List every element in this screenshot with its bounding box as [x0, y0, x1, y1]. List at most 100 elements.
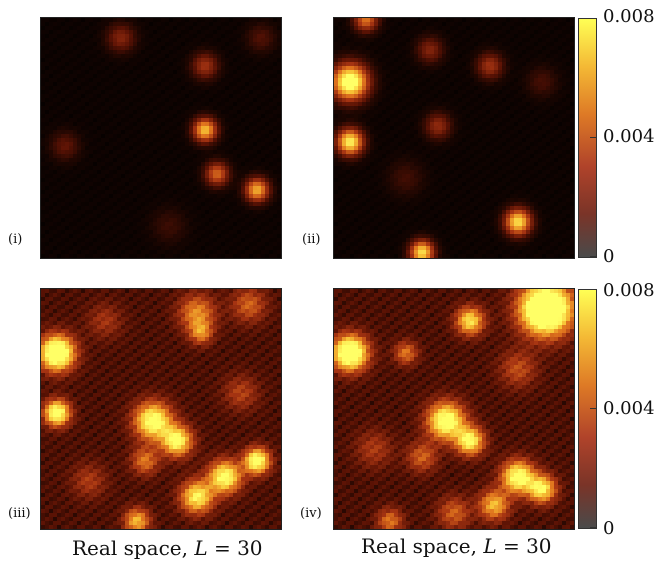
heatmap-cell: [89, 62, 94, 67]
heatmap-cell: [185, 198, 190, 203]
heatmap-cell: [181, 170, 186, 175]
heatmap-cell: [153, 86, 158, 91]
heatmap-cell: [518, 34, 523, 39]
heatmap-cell: [338, 106, 343, 111]
heatmap-cell: [213, 46, 218, 51]
heatmap-cell: [358, 86, 363, 91]
heatmap-cell: [233, 18, 238, 23]
heatmap-cell: [237, 86, 242, 91]
heatmap-cell: [253, 238, 258, 243]
heatmap-cell: [538, 62, 543, 67]
heatmap-cell: [346, 22, 351, 27]
heatmap-cell: [169, 114, 174, 119]
heatmap-cell: [446, 46, 451, 51]
heatmap-cell: [81, 198, 86, 203]
heatmap-cell: [249, 178, 254, 183]
heatmap-cell: [169, 90, 174, 95]
heatmap-cell: [61, 242, 66, 247]
heatmap-cell: [73, 198, 78, 203]
heatmap-cell: [209, 170, 214, 175]
heatmap-cell: [41, 166, 46, 171]
heatmap-cell: [189, 94, 194, 99]
heatmap-cell: [45, 154, 50, 159]
heatmap-cell: [494, 70, 499, 75]
heatmap-cell: [189, 122, 194, 127]
heatmap-cell: [157, 86, 162, 91]
heatmap-cell: [446, 42, 451, 47]
heatmap-cell: [53, 230, 58, 235]
heatmap-cell: [562, 86, 567, 91]
heatmap-cell: [522, 62, 527, 67]
heatmap-cell: [233, 254, 238, 258]
heatmap-cell: [117, 94, 122, 99]
heatmap-cell: [225, 58, 230, 63]
heatmap-cell: [253, 114, 258, 119]
heatmap-cell: [386, 90, 391, 95]
heatmap-cell: [277, 126, 281, 131]
heatmap-cell: [374, 22, 379, 27]
heatmap-cell: [370, 54, 375, 59]
heatmap-cell: [49, 190, 54, 195]
heatmap-cell: [273, 90, 278, 95]
heatmap-cell: [125, 34, 130, 39]
heatmap-cell: [406, 82, 411, 87]
heatmap-cell: [85, 174, 90, 179]
heatmap-cell: [245, 78, 250, 83]
heatmap-cell: [422, 54, 427, 59]
heatmap-cell: [554, 22, 559, 27]
heatmap-cell: [253, 198, 258, 203]
heatmap-cell: [149, 98, 154, 103]
heatmap-cell: [173, 186, 178, 191]
heatmap-cell: [221, 202, 226, 207]
heatmap-cell: [201, 62, 206, 67]
heatmap-cell: [494, 62, 499, 67]
heatmap-cell: [213, 82, 218, 87]
heatmap-cell: [426, 62, 431, 67]
heatmap-cell: [77, 226, 82, 231]
heatmap-cell: [382, 98, 387, 103]
heatmap-cell: [201, 98, 206, 103]
heatmap-cell: [53, 30, 58, 35]
heatmap-cell: [93, 202, 98, 207]
heatmap-cell: [129, 230, 134, 235]
heatmap-cell: [97, 242, 102, 247]
heatmap-cell: [261, 126, 266, 131]
heatmap-cell: [225, 134, 230, 139]
heatmap-cell: [213, 230, 218, 235]
heatmap-cell: [153, 202, 158, 207]
heatmap-cell: [133, 90, 138, 95]
heatmap-cell: [474, 82, 479, 87]
heatmap-cell: [269, 202, 274, 207]
heatmap-cell: [546, 78, 551, 83]
heatmap-cell: [558, 50, 563, 55]
heatmap-cell: [269, 226, 274, 231]
heatmap-cell: [233, 126, 238, 131]
heatmap-cell: [382, 70, 387, 75]
heatmap-cell: [177, 254, 182, 258]
heatmap-cell: [197, 190, 202, 195]
heatmap-cell: [125, 94, 130, 99]
heatmap-cell: [249, 26, 254, 31]
heatmap-cell: [153, 210, 158, 215]
heatmap-cell: [101, 214, 106, 219]
heatmap-cell: [157, 238, 162, 243]
heatmap-cell: [462, 94, 467, 99]
heatmap-cell: [117, 238, 122, 243]
heatmap-cell: [77, 70, 82, 75]
heatmap-cell: [253, 178, 258, 183]
heatmap-cell: [378, 78, 383, 83]
heatmap-cell: [378, 102, 383, 107]
heatmap-cell: [145, 170, 150, 175]
heatmap-cell: [173, 46, 178, 51]
heatmap-cell: [177, 130, 182, 135]
heatmap-cell: [81, 30, 86, 35]
heatmap-cell: [482, 34, 487, 39]
heatmap-cell: [406, 106, 411, 111]
heatmap-cell: [406, 42, 411, 47]
heatmap-cell: [213, 146, 218, 151]
heatmap-cell: [277, 182, 281, 187]
heatmap-cell: [450, 26, 455, 31]
heatmap-cell: [177, 122, 182, 127]
heatmap-cell: [157, 214, 162, 219]
heatmap-cell: [65, 190, 70, 195]
